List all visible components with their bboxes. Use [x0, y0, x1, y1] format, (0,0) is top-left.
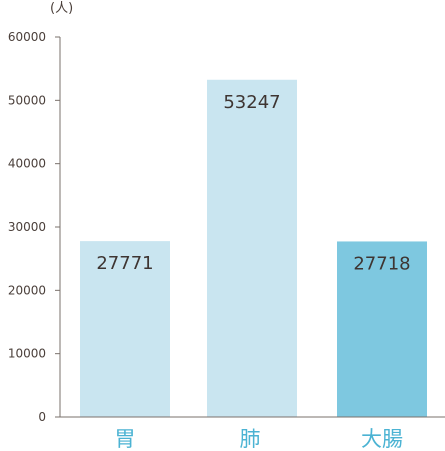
- category-labels: 胃 肺 大腸: [115, 427, 404, 451]
- bar: [80, 241, 170, 417]
- bar-value-label: 27718: [353, 253, 410, 274]
- category-label: 大腸: [361, 427, 403, 451]
- y-tick-label: 40000: [8, 157, 46, 171]
- bar: [337, 241, 427, 417]
- y-tick-label: 50000: [8, 93, 46, 107]
- y-tick-label: 10000: [8, 347, 46, 361]
- bar: [207, 79, 297, 418]
- bar-value-label: 27771: [96, 253, 153, 274]
- category-label: 肺: [240, 427, 261, 451]
- category-label: 胃: [115, 427, 136, 451]
- bar-value-label: 53247: [223, 92, 280, 113]
- y-tick-label: 0: [38, 410, 46, 424]
- y-tick-label: 20000: [8, 283, 46, 297]
- y-axis-ticks: 0 10000 20000 30000 40000 50000 60000: [8, 30, 60, 424]
- y-tick-label: 60000: [8, 30, 46, 44]
- y-tick-label: 30000: [8, 220, 46, 234]
- axes: [59, 37, 445, 418]
- y-axis-unit-label: (人): [50, 1, 73, 16]
- bars: 27771 53247 27718: [80, 79, 427, 418]
